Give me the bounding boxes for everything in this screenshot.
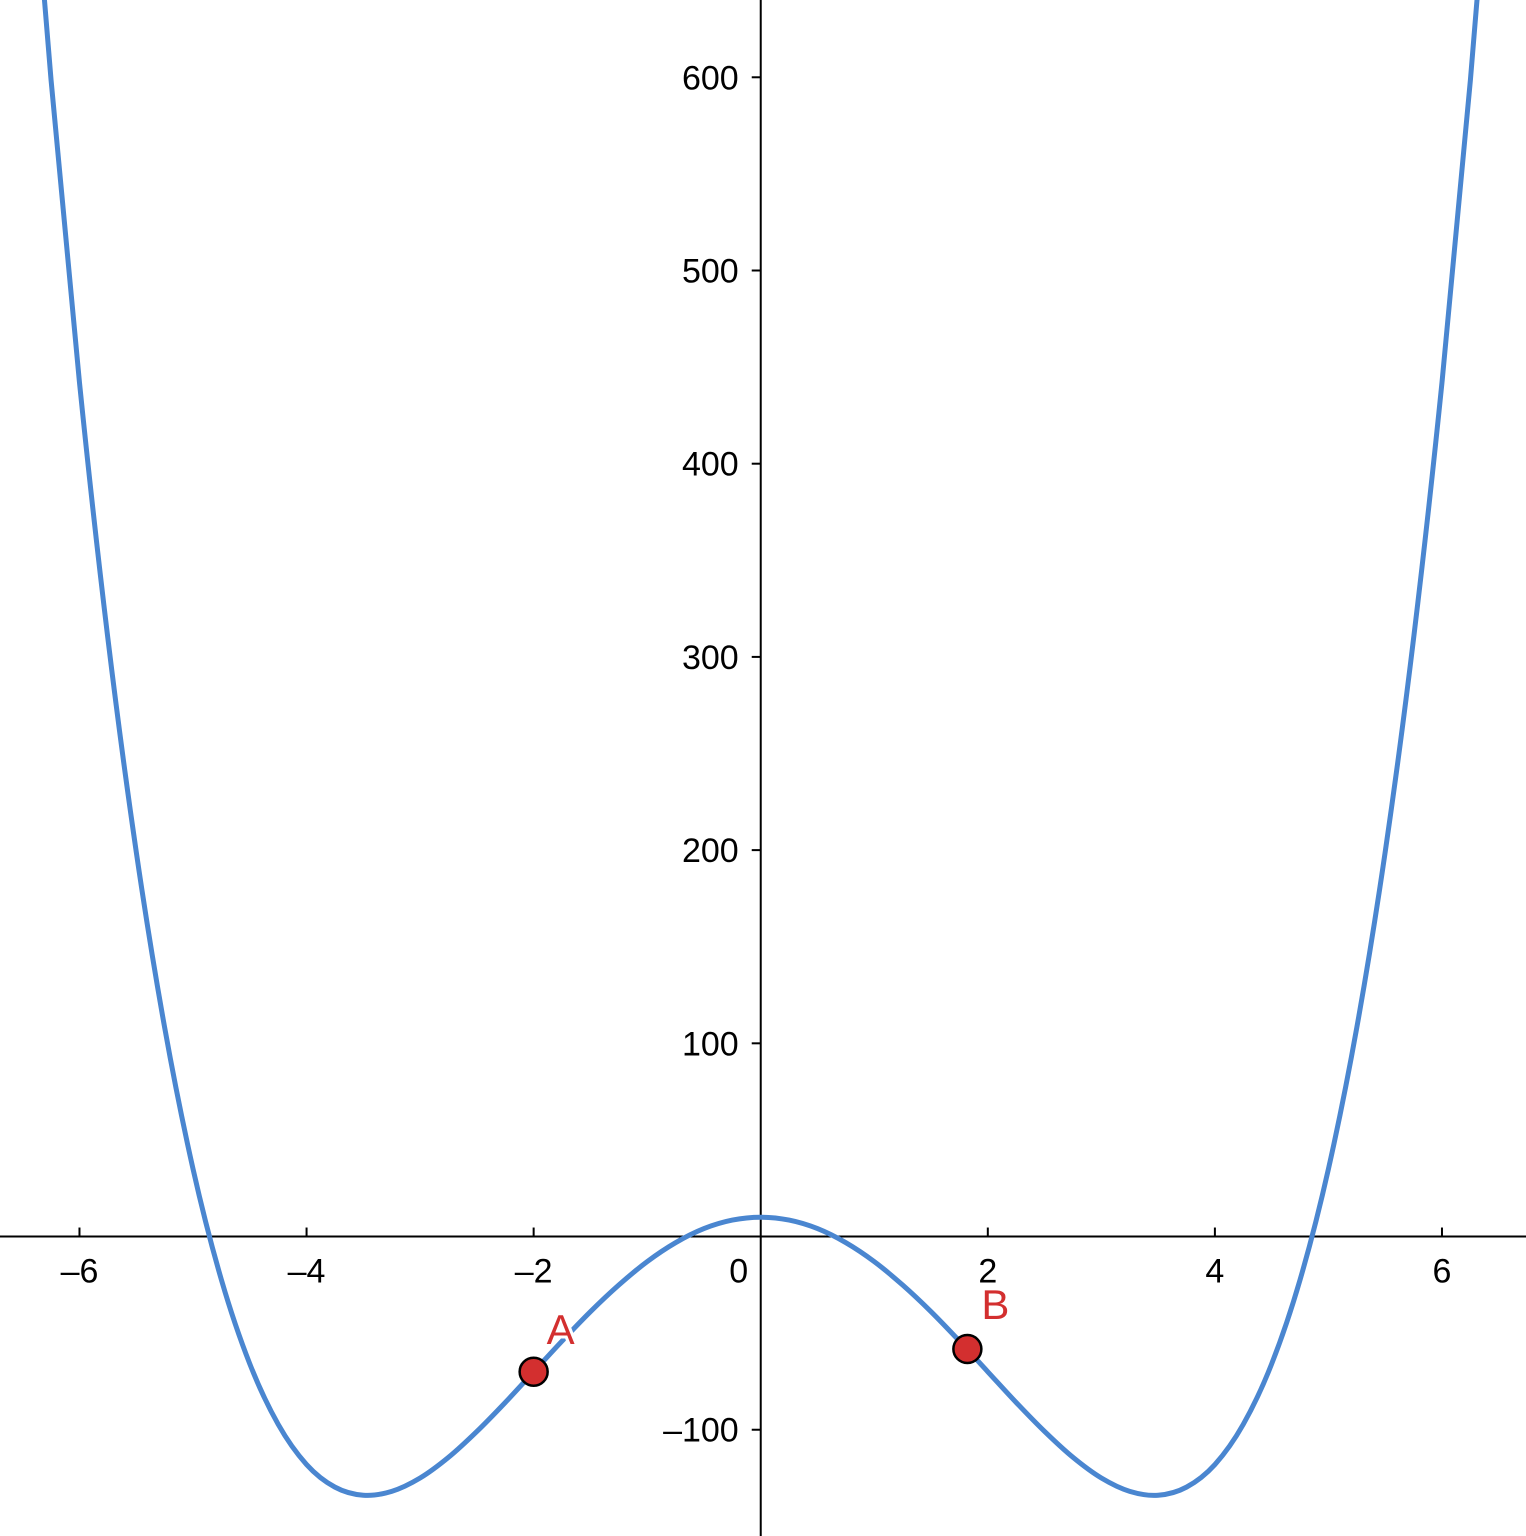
- y-tick-label: 200: [682, 832, 739, 870]
- y-tick-label: 500: [682, 252, 739, 290]
- function-curve: [41, 0, 1480, 1498]
- x-tick-label: 2: [978, 1253, 997, 1291]
- x-tick-label: 4: [1205, 1253, 1224, 1291]
- y-tick-label: –100: [663, 1412, 739, 1450]
- x-tick-label: –6: [61, 1253, 99, 1291]
- point-b: [952, 1333, 983, 1365]
- x-tick-label: –2: [515, 1253, 553, 1291]
- x-tick-label: 6: [1433, 1253, 1452, 1291]
- y-tick-label: 100: [682, 1025, 739, 1063]
- point-label-b: B: [981, 1281, 1009, 1328]
- y-tick-label: 600: [682, 59, 739, 97]
- y-tick-label: 400: [682, 446, 739, 484]
- x-tick-label: –4: [288, 1253, 326, 1291]
- point-label-a: A: [547, 1306, 575, 1353]
- x-tick-label: 0: [729, 1253, 748, 1291]
- point-a: [518, 1356, 549, 1388]
- y-tick-label: 300: [682, 639, 739, 677]
